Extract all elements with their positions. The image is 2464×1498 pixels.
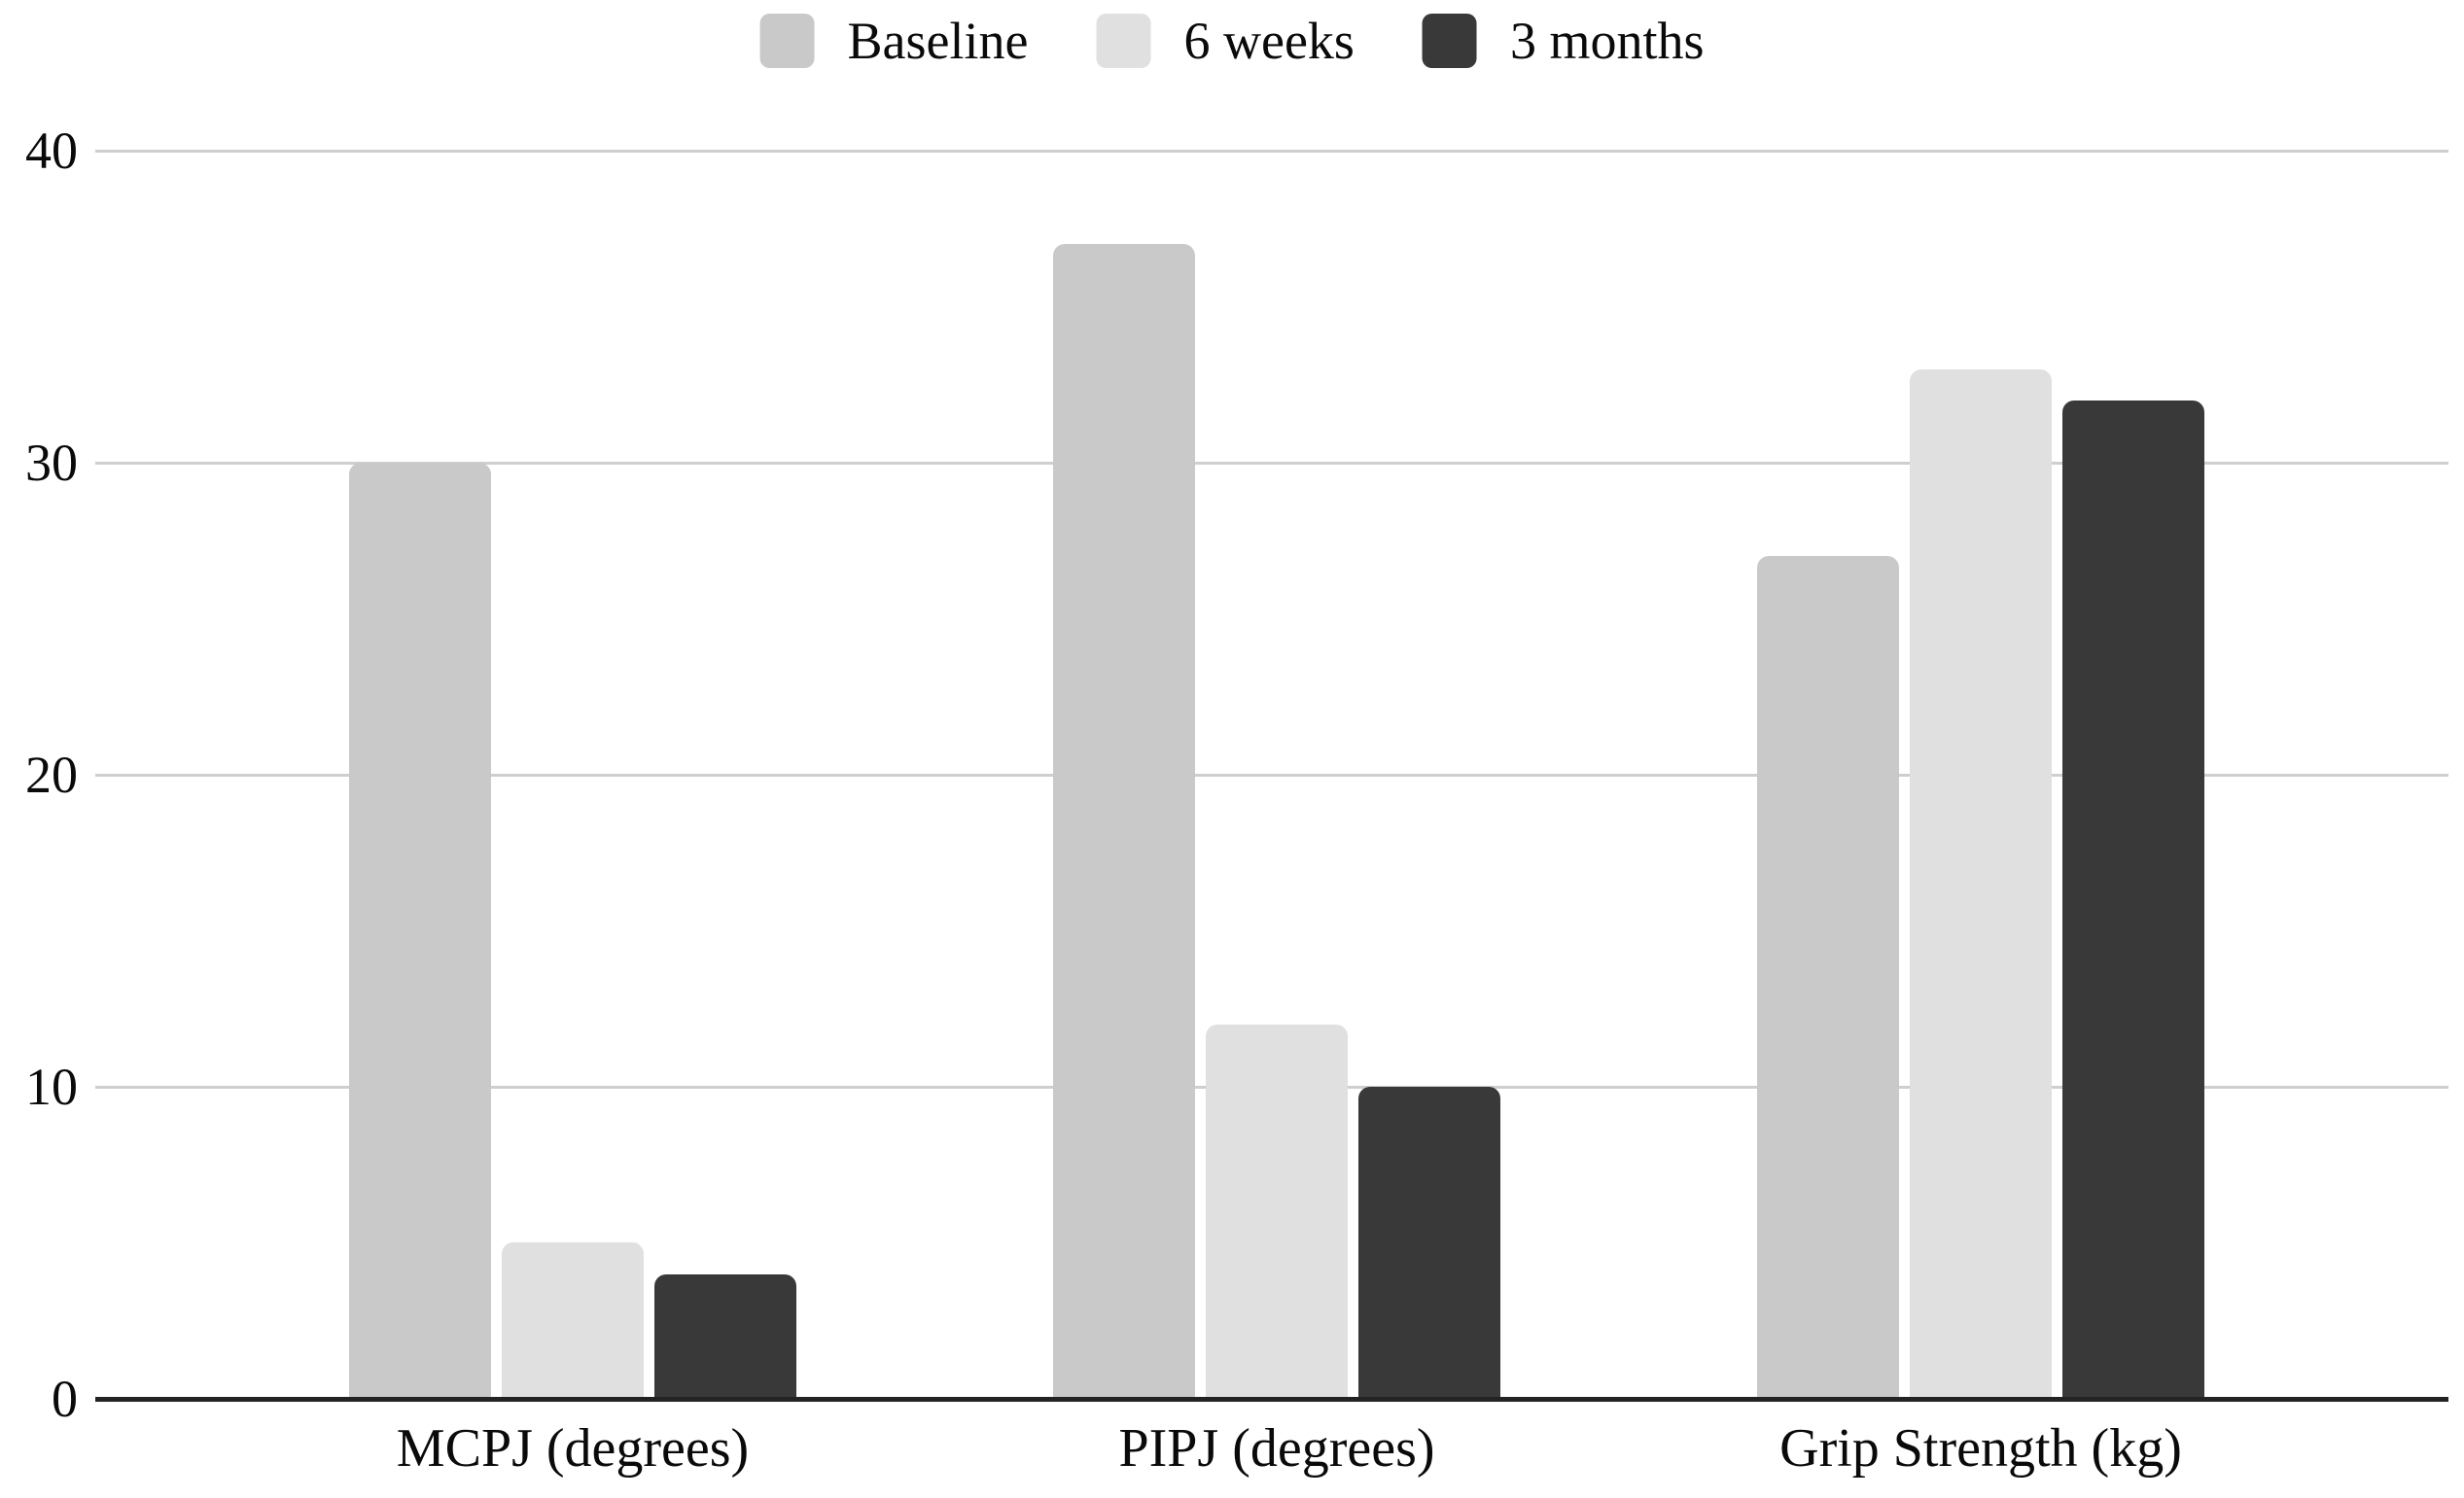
- legend-label-3-months: 3 months: [1509, 12, 1705, 70]
- legend-item-6-weeks: 6 weeks: [1096, 12, 1355, 70]
- y-tick-label-0: 0: [52, 1370, 78, 1428]
- bar-3-months-grip-strength-kg: [2062, 401, 2204, 1399]
- y-tick-label-10: 10: [25, 1058, 78, 1116]
- legend-label-baseline: Baseline: [847, 12, 1029, 70]
- bar-6-weeks-mcpj-degrees: [502, 1242, 644, 1399]
- legend: Baseline 6 weeks 3 months: [759, 12, 1705, 70]
- bar-6-weeks-grip-strength-kg: [1910, 369, 2052, 1399]
- legend-swatch-3-months: [1422, 14, 1477, 68]
- y-tick-label-40: 40: [25, 122, 78, 180]
- legend-label-6-weeks: 6 weeks: [1183, 12, 1355, 70]
- bar-6-weeks-pipj-degrees: [1206, 1025, 1348, 1399]
- bar-baseline-pipj-degrees: [1053, 244, 1195, 1399]
- legend-swatch-6-weeks: [1096, 14, 1151, 68]
- legend-swatch-baseline: [759, 14, 815, 68]
- bar-3-months-mcpj-degrees: [654, 1274, 796, 1399]
- x-label-grip-strength-kg: Grip Strength (kg): [1779, 1418, 2182, 1479]
- gridline-30: [95, 462, 2448, 465]
- x-label-mcpj-degrees: MCPJ (degrees): [396, 1418, 750, 1479]
- legend-item-3-months: 3 months: [1422, 12, 1705, 70]
- bar-3-months-pipj-degrees: [1358, 1087, 1500, 1399]
- bar-baseline-grip-strength-kg: [1757, 556, 1899, 1399]
- bar-baseline-mcpj-degrees: [349, 463, 491, 1399]
- bar-group-grip-strength-kg: [1757, 369, 2204, 1399]
- legend-item-baseline: Baseline: [759, 12, 1029, 70]
- x-label-pipj-degrees: PIPJ (degrees): [1118, 1418, 1435, 1479]
- gridline-40: [95, 150, 2448, 153]
- bar-group-mcpj-degrees: [349, 463, 796, 1399]
- y-tick-label-20: 20: [25, 746, 78, 804]
- y-tick-label-30: 30: [25, 434, 78, 492]
- bar-group-pipj-degrees: [1053, 244, 1500, 1399]
- gridline-20: [95, 774, 2448, 777]
- x-axis-line: [95, 1397, 2448, 1402]
